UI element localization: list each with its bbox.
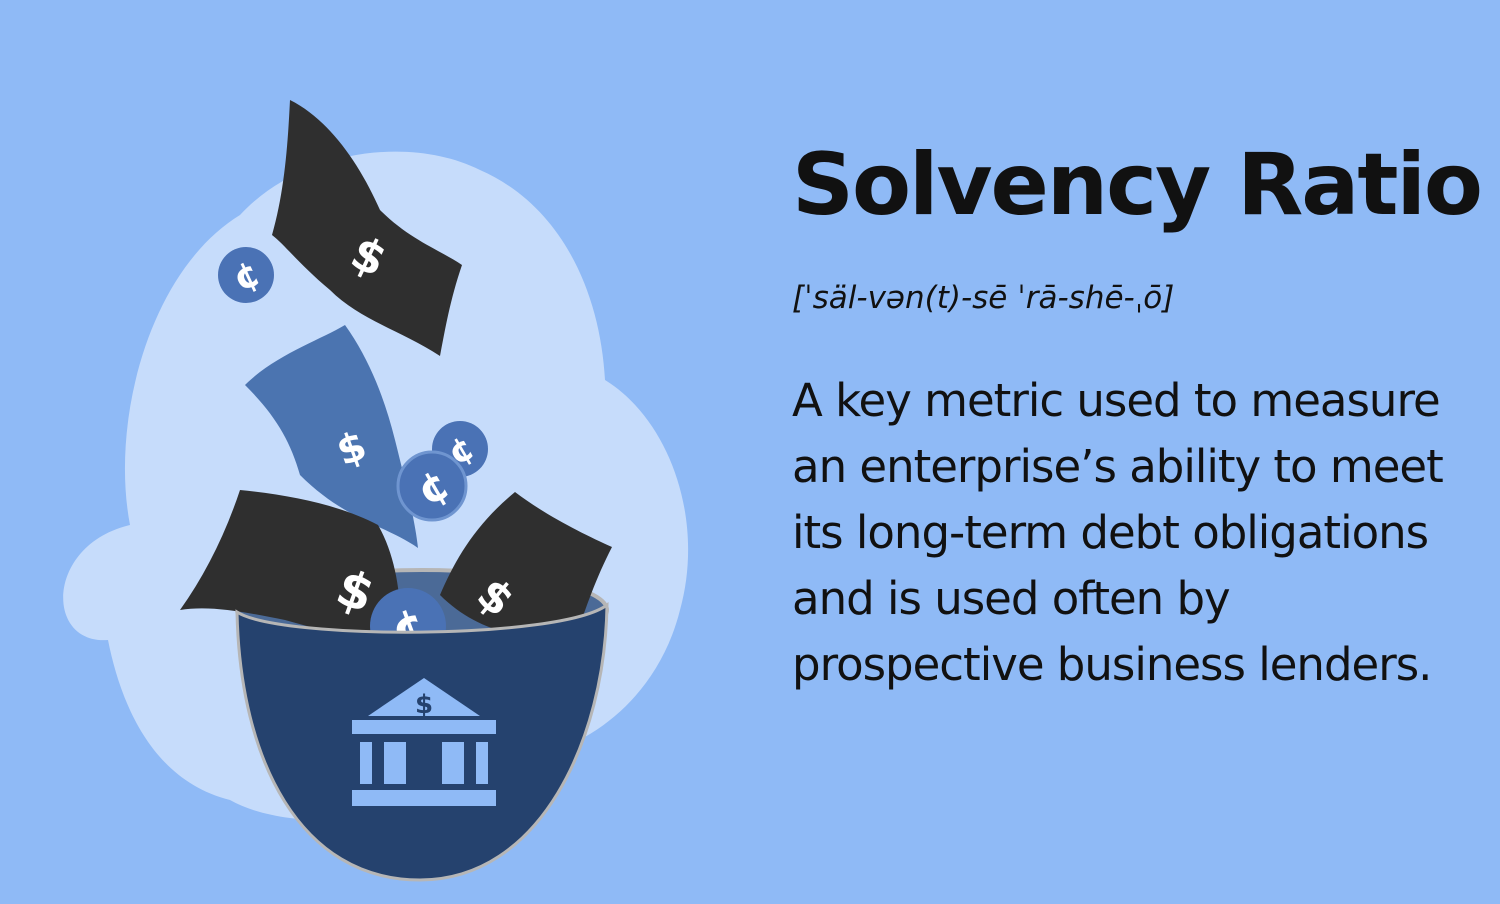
pronunciation-text: [ˈsäl-vən(t)-sē ˈrā-shē-ˌō] — [792, 280, 1175, 316]
bank-building-icon: $ — [352, 678, 496, 806]
dollar-bill-icon: $ — [180, 490, 401, 640]
definition-panel: Solvency Ratio [ˈsäl-vən(t)-sē ˈrā-shē-ˌ… — [792, 130, 1483, 698]
bank-dollar-label: $ — [415, 690, 433, 720]
money-bowl-illustration: $ ¢ $ ¢ ¢ $ $ ¢ $ — [63, 100, 689, 882]
bowl-icon — [235, 601, 609, 882]
dollar-bill-icon: $ — [245, 325, 418, 548]
dollar-bill-icon: $ — [440, 492, 612, 640]
dollar-bill-icon: $ — [272, 100, 462, 356]
cent-coin-icon: ¢ — [218, 247, 274, 303]
cent-coin-icon: ¢ — [396, 450, 468, 522]
page-title: Solvency Ratio — [792, 135, 1483, 235]
definition-text: A key metric used to measure an enterpri… — [792, 374, 1444, 691]
